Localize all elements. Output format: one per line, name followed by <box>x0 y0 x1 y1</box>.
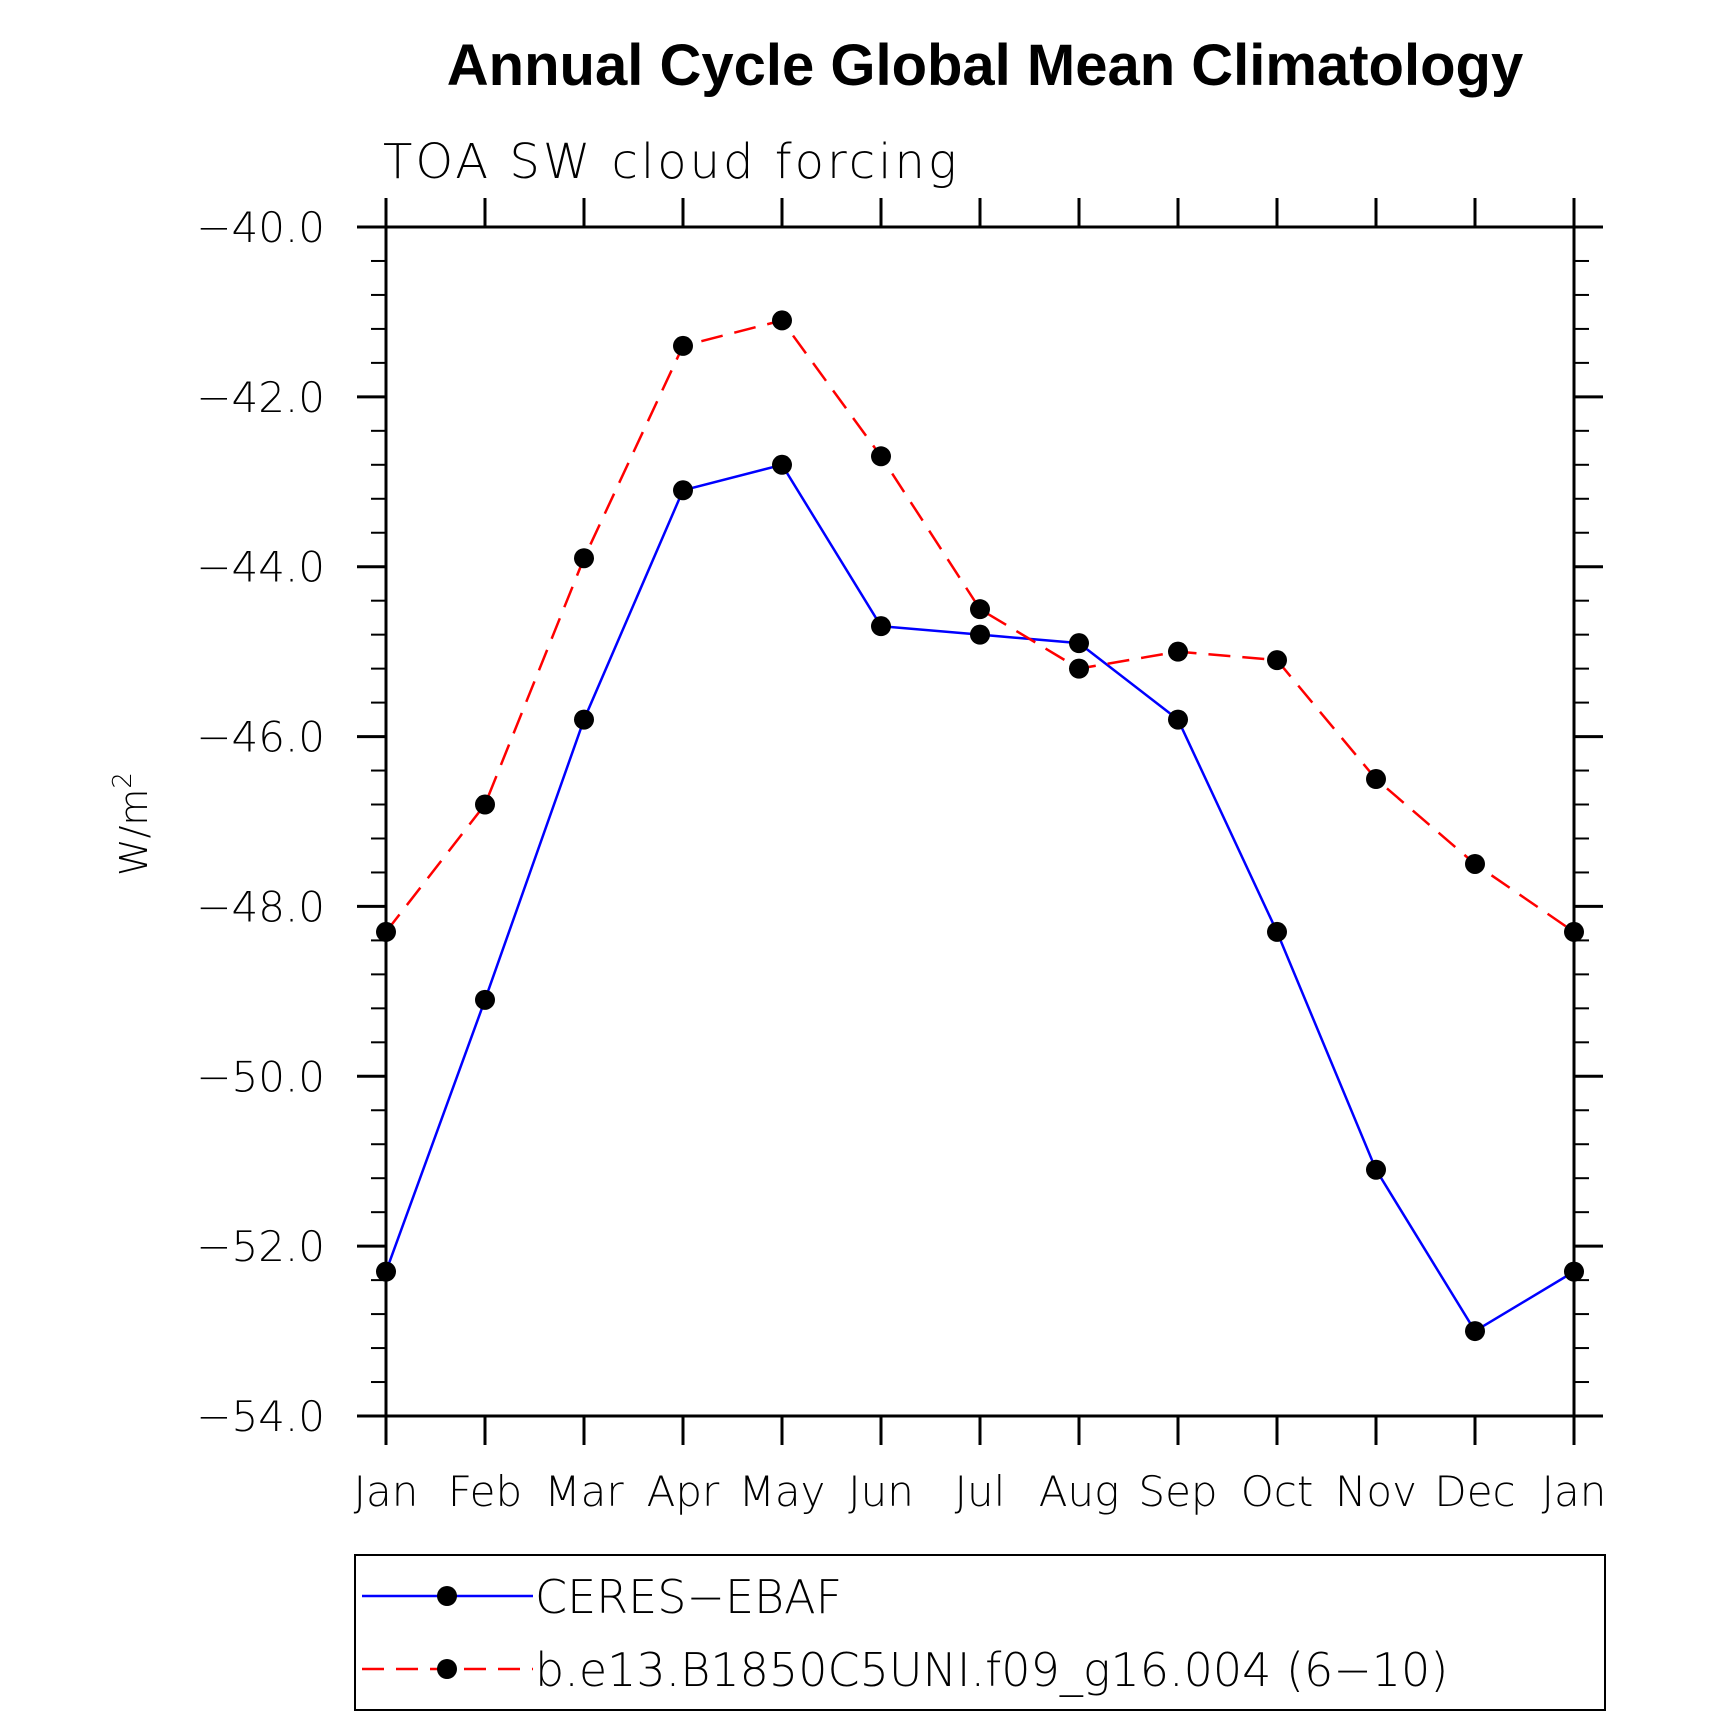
data-point-series-1 <box>376 921 396 942</box>
data-point-series-1 <box>970 599 990 620</box>
chart-subtitle: TOA SW cloud forcing <box>383 134 960 190</box>
y-axis-label: W/m2 <box>108 772 156 876</box>
x-tick-label: May <box>739 1467 826 1516</box>
x-tick-label: Feb <box>448 1467 522 1516</box>
x-tick-label: Apr <box>647 1467 720 1516</box>
legend-marker-ceres-ebaf <box>437 1586 457 1606</box>
data-point-series-1 <box>1168 641 1188 662</box>
y-tick-label: −50.0 <box>196 1052 325 1101</box>
x-tick-label: Sep <box>1138 1467 1217 1516</box>
y-tick-label: −42.0 <box>196 373 325 422</box>
legend-label-ceres-ebaf: CERES−EBAF <box>535 1570 842 1624</box>
data-point-series-0 <box>475 989 495 1010</box>
data-point-series-1 <box>1465 853 1485 874</box>
y-tick-label: −52.0 <box>196 1222 325 1271</box>
y-tick-label: −40.0 <box>196 203 325 252</box>
data-point-series-0 <box>871 616 891 637</box>
data-point-series-1 <box>1564 921 1584 942</box>
data-point-series-0 <box>376 1261 396 1282</box>
data-point-series-0 <box>970 624 990 645</box>
data-point-series-0 <box>1564 1261 1584 1282</box>
axis-ticks: −40.0 −42.0 −44.0 −46.0 −48.0 −50.0 −52.0 −54.0… <box>196 198 1606 1516</box>
data-point-series-0 <box>1168 709 1188 730</box>
data-point-series-1 <box>772 310 792 331</box>
data-point-series-1 <box>574 548 594 569</box>
svg-text:W/m2: W/m2 <box>108 772 156 876</box>
x-tick-label: Mar <box>544 1467 624 1516</box>
data-point-series-0 <box>1465 1321 1485 1342</box>
data-point-series-0 <box>772 454 792 475</box>
x-tick-label: Jun <box>848 1467 914 1516</box>
data-point-series-1 <box>673 335 693 356</box>
legend-box <box>354 1554 1606 1711</box>
legend-marker-model-run <box>437 1659 457 1679</box>
legend-label-model-run: b.e13.B1850C5UNI.f09_g16.004 (6−10) <box>535 1643 1448 1697</box>
plot-frame <box>384 225 1576 1418</box>
x-tick-label: Jan <box>1542 1467 1607 1516</box>
series-line-0 <box>384 463 1575 1333</box>
x-tick-label: Jan <box>354 1467 419 1516</box>
data-point-series-1 <box>475 794 495 815</box>
series-layer <box>376 310 1584 1342</box>
x-tick-label: Oct <box>1241 1467 1314 1516</box>
data-point-series-1 <box>871 446 891 467</box>
x-tick-label: Aug <box>1039 1467 1120 1516</box>
y-tick-label: −54.0 <box>196 1392 325 1441</box>
data-point-series-0 <box>1366 1159 1386 1180</box>
y-axis-label-superscript: 2 <box>108 772 138 789</box>
y-axis-label-text: W/m <box>112 789 156 876</box>
x-tick-label: Jul <box>955 1467 1006 1516</box>
data-point-series-0 <box>1267 921 1287 942</box>
x-tick-label: Nov <box>1335 1467 1417 1516</box>
legend: CERES−EBAF b.e13.B1850C5UNI.f09_g16.004 … <box>354 1554 1606 1711</box>
data-point-series-1 <box>1267 650 1287 671</box>
x-tick-label: Dec <box>1434 1467 1515 1516</box>
data-point-series-1 <box>1366 769 1386 790</box>
data-point-series-1 <box>1069 658 1089 679</box>
chart-title: Annual Cycle Global Mean Climatology <box>447 33 1523 98</box>
y-tick-label: −44.0 <box>196 543 325 592</box>
data-point-series-0 <box>574 709 594 730</box>
data-point-series-0 <box>673 480 693 501</box>
y-tick-label: −48.0 <box>196 882 325 931</box>
data-point-series-0 <box>1069 633 1089 654</box>
y-tick-label: −46.0 <box>196 713 325 762</box>
